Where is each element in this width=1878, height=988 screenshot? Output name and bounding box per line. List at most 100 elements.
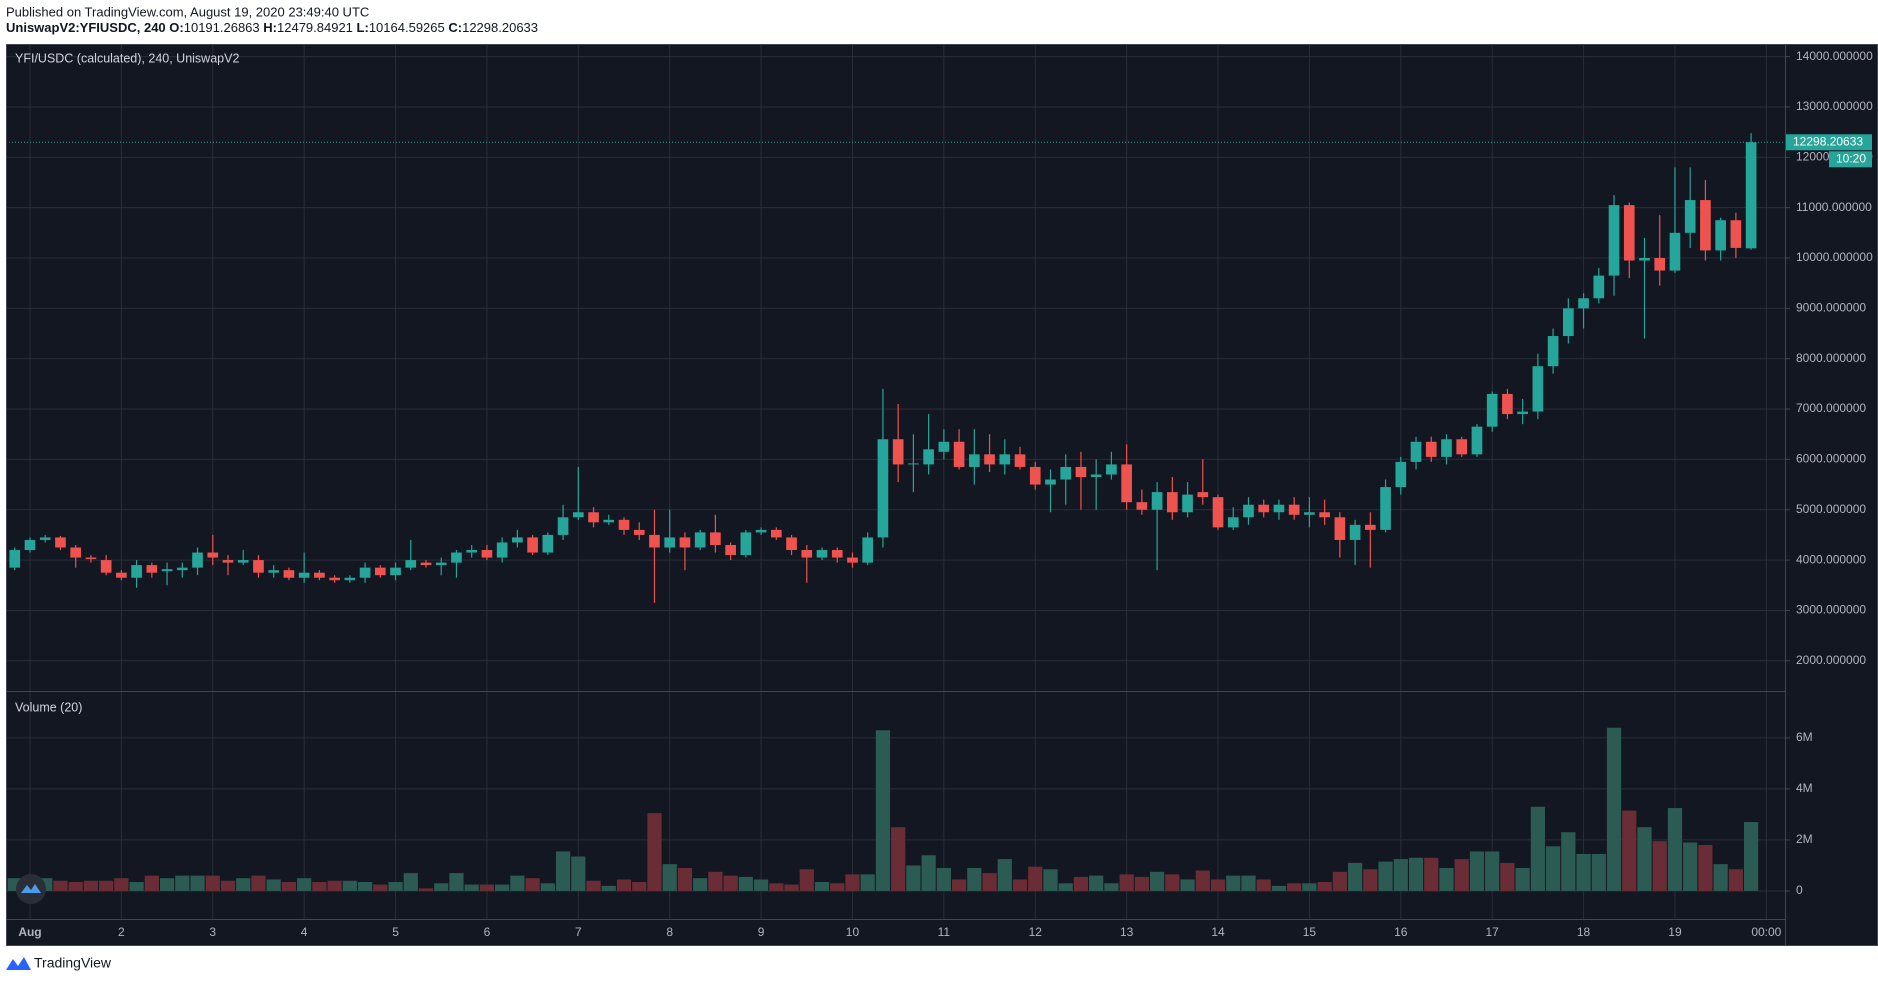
y-tick-label: 9000.000000 bbox=[1796, 301, 1866, 315]
volume-bar bbox=[114, 878, 129, 891]
candle-body bbox=[1730, 220, 1742, 248]
candle-body bbox=[984, 454, 995, 465]
candle-body bbox=[100, 560, 112, 573]
candle-body bbox=[192, 552, 203, 568]
candle-body bbox=[55, 537, 66, 548]
candle-body bbox=[725, 544, 736, 556]
ohlc-value: 12298.20633 bbox=[462, 20, 538, 35]
volume-bar bbox=[373, 884, 388, 891]
candle-body bbox=[618, 519, 630, 530]
volume-bar bbox=[312, 882, 327, 891]
volume-bar bbox=[951, 879, 967, 891]
candle-body bbox=[1029, 466, 1041, 485]
candle-body bbox=[801, 550, 813, 558]
candle-body bbox=[298, 572, 310, 578]
volume-bar bbox=[129, 882, 144, 891]
volume-bar bbox=[1347, 862, 1363, 891]
volume-bar bbox=[769, 883, 784, 891]
volume-bar bbox=[632, 882, 647, 891]
branding: TradingView bbox=[34, 955, 112, 971]
volume-title: Volume (20) bbox=[15, 700, 82, 714]
volume-bar bbox=[1104, 883, 1119, 891]
volume-bar bbox=[753, 879, 769, 891]
y-tick-label: 2000.000000 bbox=[1796, 653, 1866, 667]
volume-bar bbox=[479, 884, 495, 891]
candle-body bbox=[908, 463, 919, 465]
volume-bar bbox=[1332, 871, 1347, 891]
volume-bar bbox=[1195, 870, 1210, 891]
chart-background bbox=[6, 44, 1878, 946]
y-tick-label: 4000.000000 bbox=[1796, 552, 1866, 566]
candle-body bbox=[572, 512, 584, 518]
volume-bar bbox=[1667, 808, 1683, 891]
volume-bar bbox=[1043, 869, 1058, 891]
volume-bar bbox=[1545, 846, 1561, 891]
y-tick-label: 11000.000000 bbox=[1796, 200, 1872, 214]
volume-bar bbox=[1622, 810, 1637, 891]
candle-body bbox=[1654, 257, 1666, 271]
candle-body bbox=[481, 550, 493, 558]
volume-bar bbox=[586, 880, 601, 891]
volume-bar bbox=[220, 880, 236, 891]
ohlc-legend: UniswapV2:YFIUSDC, 240 O:10191.26863 H:1… bbox=[6, 20, 538, 35]
candle-body bbox=[1471, 426, 1483, 455]
volume-bar bbox=[860, 874, 875, 891]
candle-body bbox=[1182, 494, 1193, 513]
candles bbox=[6, 133, 1785, 603]
volume-bar bbox=[799, 869, 814, 891]
x-tick-label: 11 bbox=[938, 925, 951, 939]
volume-bar bbox=[936, 867, 951, 891]
volume-bar bbox=[875, 730, 891, 891]
volume-bar bbox=[967, 867, 982, 891]
volume-bar bbox=[1683, 842, 1698, 891]
volume-bar bbox=[1500, 862, 1515, 891]
candle-body bbox=[435, 562, 447, 566]
candle-body bbox=[1395, 461, 1407, 488]
candle-body bbox=[237, 560, 249, 563]
volume-bar bbox=[555, 851, 571, 891]
candle-body bbox=[923, 449, 934, 465]
ohlc-label: H: bbox=[263, 20, 277, 35]
volume-bar bbox=[601, 885, 616, 891]
volume-bar bbox=[891, 827, 906, 891]
volume-bar bbox=[723, 875, 738, 891]
x-tick-label: 7 bbox=[575, 925, 582, 939]
candle-body bbox=[1456, 439, 1468, 455]
x-tick-label: 17 bbox=[1486, 925, 1500, 939]
y-tick-label: 7000.000000 bbox=[1796, 401, 1866, 415]
footer: TradingView bbox=[6, 955, 112, 971]
candle-body bbox=[24, 539, 36, 551]
logo-icon bbox=[21, 884, 41, 893]
last-price-box bbox=[1786, 134, 1872, 151]
volume-bar bbox=[1317, 882, 1332, 891]
candle-body bbox=[1365, 524, 1376, 530]
ohlc-label: C: bbox=[448, 20, 462, 35]
candle-body bbox=[1502, 393, 1513, 415]
x-tick-label: 2 bbox=[118, 925, 125, 939]
candle-body bbox=[1532, 366, 1544, 412]
candle-body bbox=[1014, 454, 1026, 467]
volume-bar bbox=[495, 884, 510, 891]
candle-body bbox=[1623, 205, 1635, 261]
volume-bar bbox=[647, 813, 662, 891]
candle-body bbox=[268, 570, 280, 573]
candle-body bbox=[542, 534, 554, 553]
candle-body bbox=[466, 550, 478, 553]
candle-body bbox=[953, 441, 965, 467]
volume-bar bbox=[845, 874, 860, 891]
candle-body bbox=[1045, 479, 1056, 485]
ohlc-label: O: bbox=[169, 20, 183, 35]
volume-bar bbox=[1728, 869, 1743, 891]
candle-body bbox=[253, 560, 264, 573]
ohlc-value: 10191.26863 bbox=[184, 20, 260, 35]
candle-body bbox=[374, 567, 386, 576]
volume-bar bbox=[708, 871, 723, 891]
candle-body bbox=[877, 439, 889, 538]
volume-bar bbox=[1241, 875, 1256, 891]
candle-body bbox=[679, 537, 691, 548]
volume-bar bbox=[1226, 875, 1241, 891]
volume-bar bbox=[1637, 827, 1652, 891]
candle-body bbox=[1197, 492, 1209, 498]
volume-bar bbox=[1606, 727, 1622, 891]
